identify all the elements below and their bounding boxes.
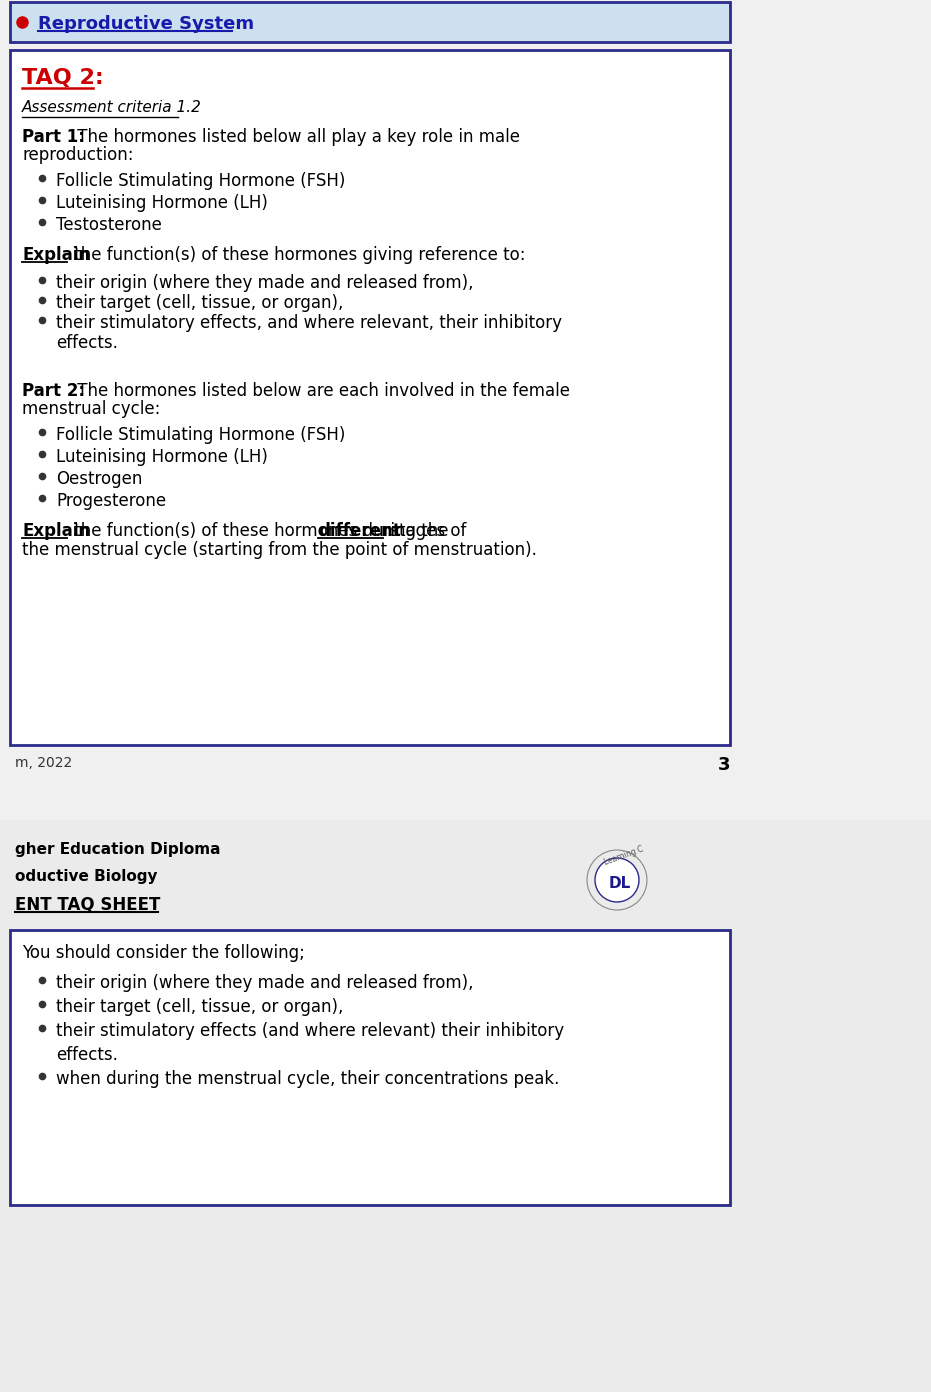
FancyBboxPatch shape (0, 820, 931, 1392)
Text: Explain: Explain (22, 246, 90, 264)
Text: the function(s) of these hormones during the: the function(s) of these hormones during… (69, 522, 453, 540)
Text: Part 2:: Part 2: (22, 381, 85, 400)
Text: their origin (where they made and released from),: their origin (where they made and releas… (56, 274, 474, 292)
FancyBboxPatch shape (10, 930, 730, 1205)
Text: their stimulatory effects (and where relevant) their inhibitory: their stimulatory effects (and where rel… (56, 1022, 564, 1040)
Text: gher Education Diploma: gher Education Diploma (15, 842, 221, 857)
Text: different: different (318, 522, 400, 540)
Text: Explain: Explain (22, 522, 90, 540)
Text: DL: DL (609, 877, 631, 891)
FancyBboxPatch shape (10, 1, 730, 42)
Circle shape (595, 857, 639, 902)
Text: Luteinising Hormone (LH): Luteinising Hormone (LH) (56, 193, 268, 212)
Text: You should consider the following;: You should consider the following; (22, 944, 304, 962)
Text: 3: 3 (718, 756, 731, 774)
Text: the function(s) of these hormones giving reference to:: the function(s) of these hormones giving… (69, 246, 525, 264)
FancyBboxPatch shape (10, 50, 730, 745)
Text: Oestrogen: Oestrogen (56, 470, 142, 489)
Text: stages of: stages of (385, 522, 466, 540)
Text: when during the menstrual cycle, their concentrations peak.: when during the menstrual cycle, their c… (56, 1070, 560, 1089)
Text: ENT TAQ SHEET: ENT TAQ SHEET (15, 896, 160, 915)
Text: TAQ 2:: TAQ 2: (22, 68, 103, 88)
Text: Luteinising Hormone (LH): Luteinising Hormone (LH) (56, 448, 268, 466)
Text: oductive Biology: oductive Biology (15, 869, 157, 884)
Text: their stimulatory effects, and where relevant, their inhibitory: their stimulatory effects, and where rel… (56, 315, 562, 333)
Text: their origin (where they made and released from),: their origin (where they made and releas… (56, 974, 474, 992)
Text: their target (cell, tissue, or organ),: their target (cell, tissue, or organ), (56, 998, 344, 1016)
Text: Progesterone: Progesterone (56, 491, 166, 509)
Text: Learning C: Learning C (603, 845, 645, 867)
Text: menstrual cycle:: menstrual cycle: (22, 400, 160, 418)
Text: effects.: effects. (56, 334, 118, 352)
Text: the menstrual cycle (starting from the point of menstruation).: the menstrual cycle (starting from the p… (22, 541, 537, 560)
Text: Assessment criteria 1.2: Assessment criteria 1.2 (22, 100, 202, 116)
Text: The hormones listed below all play a key role in male: The hormones listed below all play a key… (72, 128, 520, 146)
Text: The hormones listed below are each involved in the female: The hormones listed below are each invol… (72, 381, 570, 400)
Text: their target (cell, tissue, or organ),: their target (cell, tissue, or organ), (56, 294, 344, 312)
Text: reproduction:: reproduction: (22, 146, 133, 164)
Text: Testosterone: Testosterone (56, 216, 162, 234)
Text: Follicle Stimulating Hormone (FSH): Follicle Stimulating Hormone (FSH) (56, 173, 345, 189)
Text: Follicle Stimulating Hormone (FSH): Follicle Stimulating Hormone (FSH) (56, 426, 345, 444)
Text: Part 1:: Part 1: (22, 128, 85, 146)
Text: Reproductive System: Reproductive System (38, 15, 254, 33)
Text: effects.: effects. (56, 1045, 118, 1063)
Text: m, 2022: m, 2022 (15, 756, 73, 770)
